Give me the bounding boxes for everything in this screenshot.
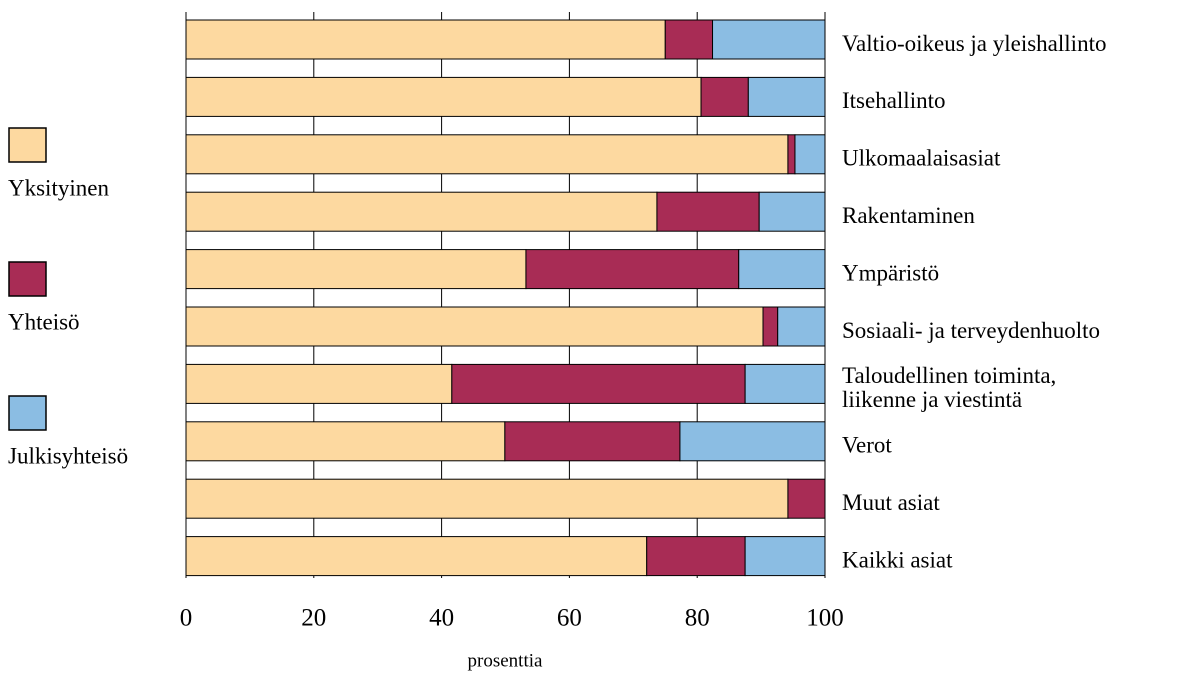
legend-swatch <box>8 395 47 431</box>
bar-segment <box>185 134 789 175</box>
bar-segment <box>185 76 702 117</box>
category-label: Verot <box>842 433 892 458</box>
category-label: Ympäristö <box>842 260 939 285</box>
bar-segment <box>185 249 527 290</box>
legend-swatch <box>8 127 47 163</box>
x-tick-label: 100 <box>806 605 844 632</box>
bar-segment <box>656 191 760 232</box>
category-label: Ulkomaalaisasiat <box>842 146 1001 171</box>
category-label: Sosiaali- ja terveydenhuolto <box>842 318 1100 343</box>
x-tick-label: 20 <box>301 605 326 632</box>
legend-swatch <box>8 261 47 297</box>
bar-segment <box>744 363 826 404</box>
legend-label: Yhteisö <box>8 309 80 334</box>
bar-segment <box>758 191 826 232</box>
bar-segment <box>185 19 666 60</box>
bar-segment <box>504 421 681 462</box>
bar-segment <box>738 249 826 290</box>
bar-segment <box>744 536 826 577</box>
bar-segment <box>185 363 453 404</box>
bar-segment <box>185 191 658 232</box>
x-axis-label: prosenttia <box>468 650 543 671</box>
bar-segment <box>664 19 714 60</box>
x-tick-label: 80 <box>685 605 710 632</box>
x-tick-label: 40 <box>429 605 454 632</box>
legend-label: Yksityinen <box>8 175 109 200</box>
bar-segment <box>712 19 826 60</box>
bar-segment <box>451 363 746 404</box>
bar-segment <box>787 134 796 175</box>
bar-segment <box>700 76 749 117</box>
category-label: Itsehallinto <box>842 88 945 113</box>
x-tick-label: 0 <box>180 605 193 632</box>
bar-segment <box>777 306 826 347</box>
bar-segment <box>185 478 789 519</box>
bar-segment <box>185 536 648 577</box>
bar-segment <box>646 536 746 577</box>
x-tick-label: 60 <box>557 605 582 632</box>
bar-segment <box>762 306 779 347</box>
category-label: Valtio-oikeus ja yleishallinto <box>842 31 1106 56</box>
bar-segment <box>525 249 740 290</box>
category-label: Muut asiat <box>842 490 940 515</box>
category-label: Kaikki asiat <box>842 547 953 572</box>
category-label: Taloudellinen toiminta, liikenne ja viest… <box>842 363 1056 412</box>
bar-segment <box>787 478 826 519</box>
bar-segment <box>185 421 506 462</box>
bar-segment <box>679 421 826 462</box>
bar-segment <box>747 76 826 117</box>
legend-label: Julkisyhteisö <box>8 443 128 468</box>
bar-segment <box>794 134 826 175</box>
bar-segment <box>185 306 764 347</box>
category-label: Rakentaminen <box>842 203 975 228</box>
